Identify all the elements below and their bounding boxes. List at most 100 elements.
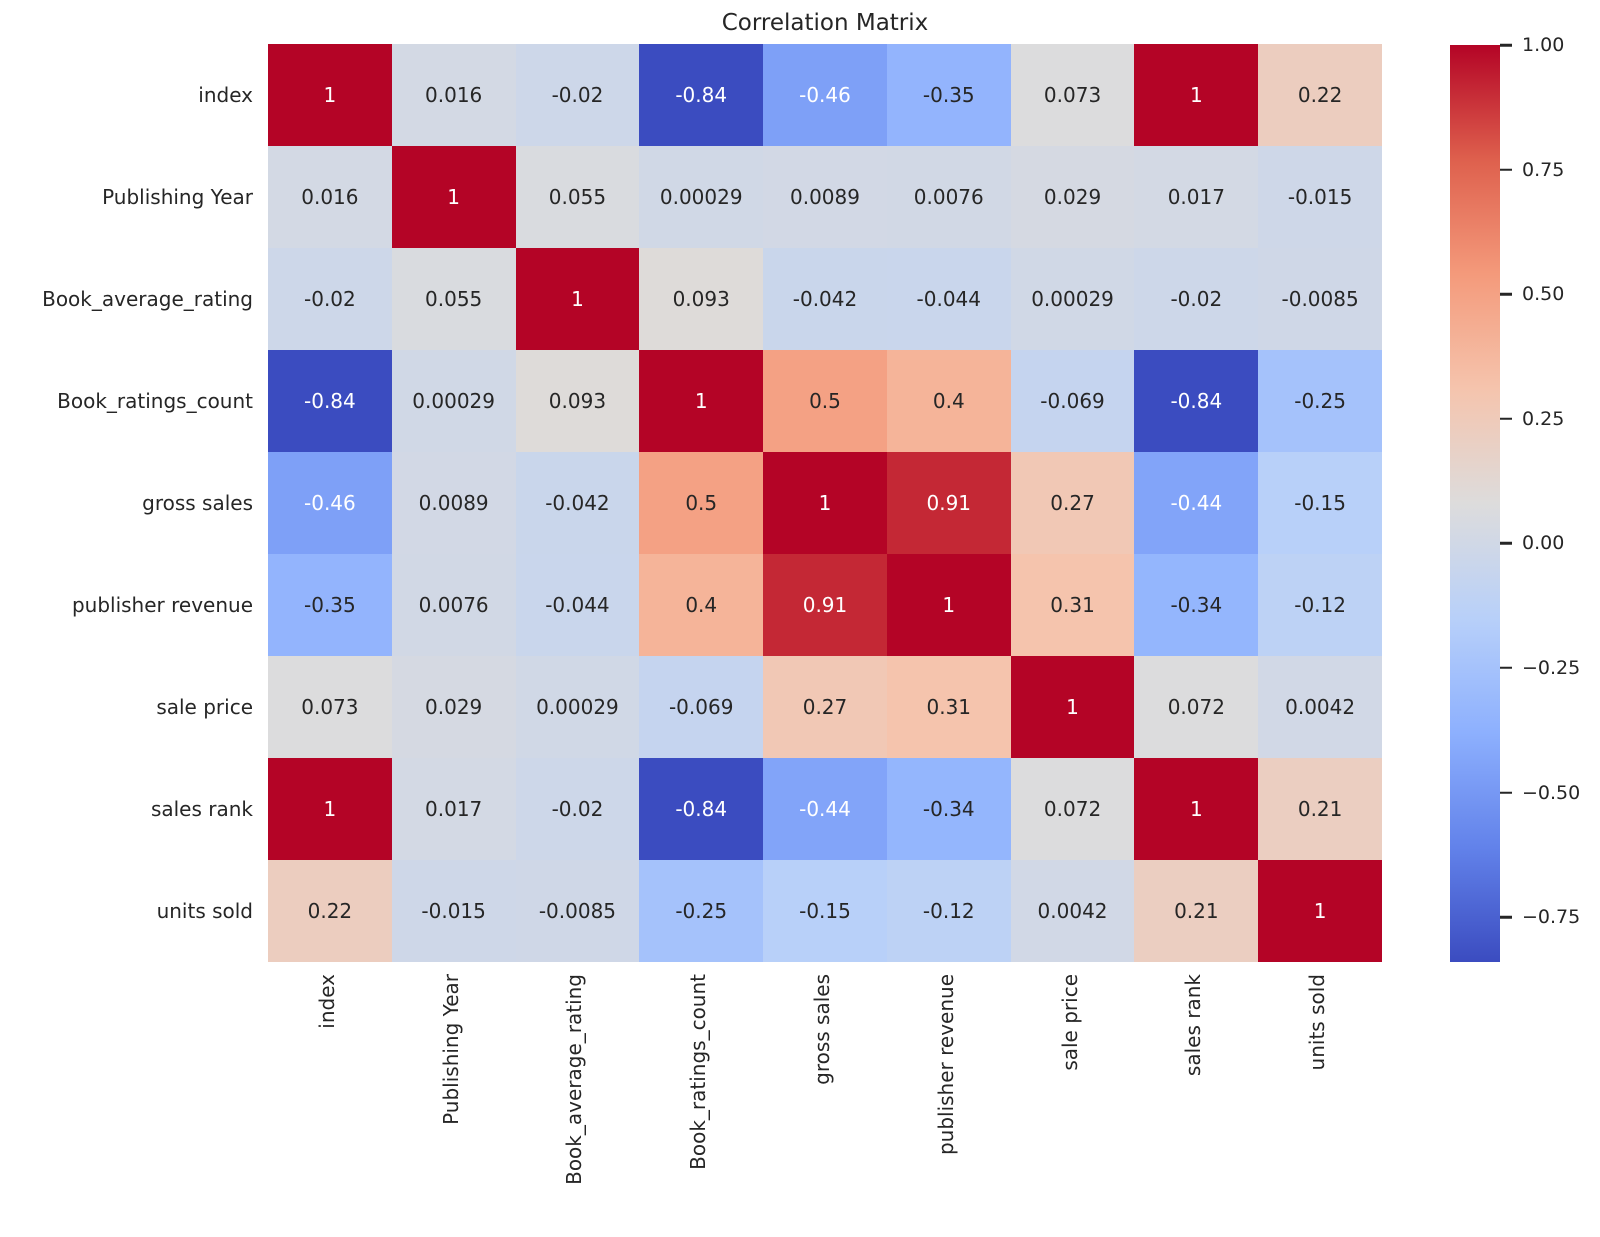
heatmap-cell: 0.093: [639, 248, 764, 350]
heatmap-grid: 1 0.016 -0.02 -0.84 -0.46 -0.35 0.073 1 0.22 0.01…: [268, 44, 1382, 962]
heatmap-cell: 0.00029: [639, 146, 764, 248]
heatmap-cell: 1: [1134, 758, 1259, 860]
heatmap-cell: -0.46: [763, 44, 887, 146]
heatmap-cell: 1: [1010, 656, 1135, 758]
heatmap-cell: -0.015: [1258, 146, 1382, 248]
heatmap-cell: 1: [1134, 44, 1259, 146]
x-tick-label: Book_average_rating: [562, 974, 587, 1185]
heatmap-cell: 0.27: [763, 656, 887, 758]
heatmap-cell: -0.0085: [515, 860, 640, 962]
heatmap-cell: -0.069: [639, 656, 764, 758]
heatmap-cell: 0.073: [1010, 44, 1135, 146]
y-tick-label: Book_average_rating: [42, 287, 253, 311]
heatmap-cell: 1: [268, 758, 392, 860]
colorbar-tick-label: 0.25: [1522, 407, 1565, 430]
colorbar-tick: [1500, 168, 1512, 171]
heatmap-cell: 0.5: [639, 452, 764, 554]
colorbar-tick-label: 0.00: [1522, 532, 1565, 555]
heatmap-cell: 0.029: [391, 656, 516, 758]
y-tick-label: publisher revenue: [71, 593, 253, 617]
heatmap-cell: -0.12: [886, 860, 1011, 962]
heatmap-cell: 1: [886, 554, 1011, 656]
heatmap-cell: -0.12: [1258, 554, 1382, 656]
heatmap-cell: 0.27: [1010, 452, 1135, 554]
heatmap-cell: 0.4: [886, 350, 1011, 452]
y-tick-label: Book_ratings_count: [57, 389, 253, 413]
heatmap-cell: 1: [1258, 860, 1382, 962]
heatmap-cell: -0.25: [1258, 350, 1382, 452]
heatmap-cell: 0.073: [268, 656, 392, 758]
x-tick-label: Book_ratings_count: [686, 974, 711, 1170]
heatmap-cell: -0.34: [886, 758, 1011, 860]
heatmap-cell: 0.0076: [391, 554, 516, 656]
heatmap-cell: 1: [268, 44, 392, 146]
heatmap-cell: 0.00029: [515, 656, 640, 758]
heatmap-cell: 0.016: [268, 146, 392, 248]
heatmap-cell: -0.25: [639, 860, 764, 962]
heatmap-cell: -0.44: [1134, 452, 1259, 554]
colorbar: 1.00 0.75 0.50 0.25 0.00 −0.25 −0.50 −0.75: [1450, 34, 1580, 962]
heatmap-cell: 0.0042: [1010, 860, 1135, 962]
heatmap-cell: -0.84: [639, 44, 764, 146]
colorbar-tick: [1500, 417, 1512, 421]
y-tick-label: units sold: [156, 899, 253, 923]
heatmap-cell: 0.0042: [1258, 656, 1382, 758]
colorbar-tick: [1500, 666, 1512, 670]
colorbar-tick-label: 1.00: [1522, 34, 1565, 56]
colorbar-tick-label: −0.50: [1522, 781, 1581, 804]
colorbar-tick-label: −0.25: [1522, 656, 1581, 679]
y-tick-label: Publishing Year: [102, 185, 253, 209]
y-tick-label: sale price: [156, 695, 253, 719]
heatmap-cell: 0.21: [1134, 860, 1259, 962]
heatmap-cell: -0.044: [515, 554, 640, 656]
heatmap-cell: 0.4: [639, 554, 764, 656]
heatmap-cell: 0.00029: [1010, 248, 1135, 350]
heatmap-cell: 0.016: [391, 44, 516, 146]
x-tick-label: index: [314, 974, 339, 1029]
heatmap-cell: 0.072: [1010, 758, 1135, 860]
heatmap-cell: 0.22: [1258, 44, 1382, 146]
heatmap-cell: -0.84: [1134, 350, 1259, 452]
heatmap-cell: 0.21: [1258, 758, 1382, 860]
heatmap-cell: 0.072: [1134, 656, 1259, 758]
heatmap-cell: -0.02: [1134, 248, 1259, 350]
heatmap-cell: 1: [639, 350, 764, 452]
heatmap-cell: -0.02: [515, 758, 640, 860]
heatmap-cell: -0.02: [515, 44, 640, 146]
heatmap-cell: -0.46: [268, 452, 392, 554]
heatmap-cell: 0.5: [763, 350, 887, 452]
heatmap-cell: 0.029: [1010, 146, 1135, 248]
colorbar-gradient: [1450, 45, 1500, 962]
heatmap-cell: 0.91: [886, 452, 1011, 554]
heatmap-cell: -0.84: [268, 350, 392, 452]
x-tick-label: Publishing Year: [438, 974, 463, 1125]
heatmap-cell: 0.0089: [391, 452, 516, 554]
heatmap-cell: -0.34: [1134, 554, 1259, 656]
heatmap-cell: -0.042: [763, 248, 887, 350]
heatmap-cell: -0.35: [886, 44, 1011, 146]
heatmap-cell: 0.017: [1134, 146, 1259, 248]
heatmap-cell: 0.0089: [763, 146, 887, 248]
heatmap-cell: 0.017: [391, 758, 516, 860]
heatmap-cell: -0.0085: [1258, 248, 1382, 350]
y-tick-label: gross sales: [142, 491, 253, 515]
colorbar-tick: [1500, 292, 1512, 296]
x-tick-label: gross sales: [810, 974, 834, 1085]
heatmap-cell: 1: [515, 248, 640, 350]
heatmap-cell: 0.31: [1010, 554, 1135, 656]
heatmap-cell: 0.0076: [886, 146, 1011, 248]
heatmap-cell: -0.84: [639, 758, 764, 860]
x-tick-label: publisher revenue: [933, 974, 958, 1156]
heatmap-cell: -0.35: [268, 554, 392, 656]
heatmap-cell: -0.044: [886, 248, 1011, 350]
heatmap-cell: 0.093: [515, 350, 640, 452]
x-tick-label: units sold: [1305, 974, 1330, 1071]
heatmap-cell: -0.15: [1258, 452, 1382, 554]
x-tick-label: sale price: [1057, 974, 1082, 1071]
heatmap-cell: -0.069: [1010, 350, 1135, 452]
y-tick-label: sales rank: [150, 797, 253, 821]
colorbar-tick-label: 0.50: [1522, 283, 1565, 306]
x-tick-label: sales rank: [1181, 974, 1206, 1077]
heatmap-cell: 1: [763, 452, 887, 554]
